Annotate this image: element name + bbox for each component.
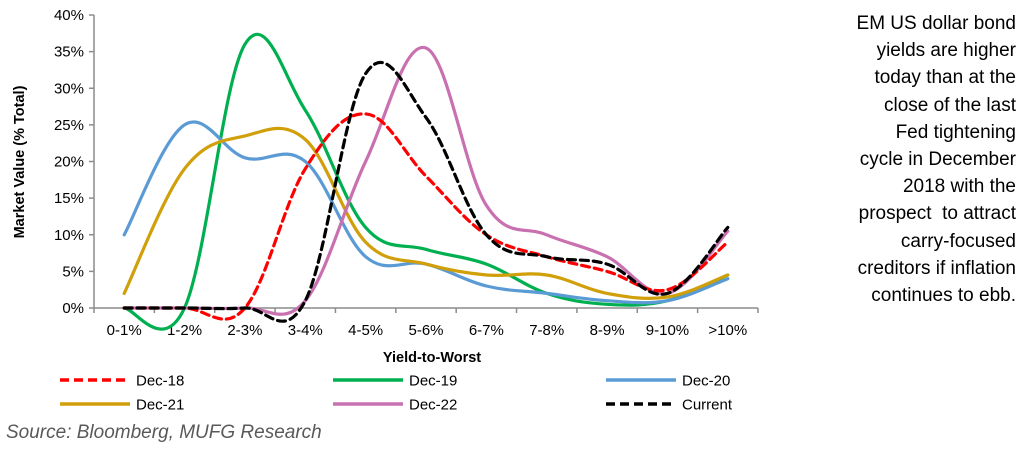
commentary-line: yields are higher <box>876 40 1016 62</box>
legend-label: Dec-22 <box>409 397 457 414</box>
yield-distribution-chart: Market Value (% Total) 0% 5% 10% 15% 20% 25% 3… <box>12 7 759 414</box>
x-axis: 0-1% 1-2% 2-3% 3-4% 4-5% 5-6% 6-7% 7-8% 8-9% 9-10… <box>93 307 759 339</box>
y-tick-label: 5% <box>62 263 84 280</box>
legend-item-dec-19: Dec-19 <box>333 373 457 390</box>
x-tick-label: 9-10% <box>646 322 689 339</box>
series-line-dec-21 <box>122 126 730 300</box>
x-tick-label: 6-7% <box>469 322 504 339</box>
legend-item-dec-20: Dec-20 <box>606 373 730 390</box>
legend-item-dec-22: Dec-22 <box>333 397 457 414</box>
series-line-current <box>122 60 730 323</box>
legend-item-current: Current <box>606 397 733 414</box>
legend: Dec-18 Dec-19 Dec-20 Dec-21 Dec-22 Current <box>60 373 733 414</box>
series-line-dec-19 <box>122 32 730 331</box>
y-tick-label: 15% <box>54 190 84 207</box>
x-tick-label: 7-8% <box>529 322 564 339</box>
x-tick-label: 2-3% <box>227 322 262 339</box>
commentary-line: EM US dollar bond <box>856 13 1016 34</box>
x-tick-label: 5-6% <box>408 322 443 339</box>
legend-label: Dec-18 <box>136 373 184 390</box>
legend-label: Dec-19 <box>409 373 457 390</box>
commentary-line: close of the last <box>883 94 1016 116</box>
legend-label: Dec-20 <box>682 373 730 390</box>
x-tick-label: >10% <box>708 322 747 339</box>
series-line-dec-18 <box>122 112 730 321</box>
y-tick-label: 0% <box>62 300 84 317</box>
y-axis-title: Market Value (% Total) <box>12 85 28 238</box>
series-line-dec-20 <box>122 120 730 305</box>
commentary-line: Fed tightening <box>895 121 1016 143</box>
source-note: Source: Bloomberg, MUFG Research <box>6 422 322 443</box>
legend-label: Current <box>682 397 733 414</box>
commentary-line: carry-focused <box>900 230 1016 252</box>
y-tick-label: 20% <box>54 154 84 171</box>
y-axis: 0% 5% 10% 15% 20% 25% 30% 35% 40% <box>54 7 95 317</box>
x-tick-label: 8-9% <box>590 322 625 339</box>
legend-item-dec-18: Dec-18 <box>60 373 184 390</box>
y-tick-label: 35% <box>54 44 84 61</box>
commentary-text: EM US dollar bond yields are higher today … <box>786 10 1016 309</box>
x-tick-label: 1-2% <box>167 322 202 339</box>
x-tick-label: 3-4% <box>288 322 323 339</box>
x-tick-label: 0-1% <box>107 322 142 339</box>
y-tick-label: 25% <box>54 117 84 134</box>
y-tick-label: 40% <box>54 7 84 24</box>
x-axis-title: Yield-to-Worst <box>383 350 481 366</box>
commentary-line: cycle in December <box>859 149 1016 171</box>
x-tick-label: 4-5% <box>348 322 383 339</box>
y-tick-label: 10% <box>54 227 84 244</box>
commentary-line: today than at the <box>874 67 1016 89</box>
legend-item-dec-21: Dec-21 <box>60 397 184 414</box>
series-lines <box>122 32 730 331</box>
commentary-line: prospect to attract <box>858 203 1016 225</box>
y-tick-label: 30% <box>54 80 84 97</box>
legend-label: Dec-21 <box>136 397 184 414</box>
commentary-line: creditors if inflation <box>857 257 1016 279</box>
commentary-line: 2018 with the <box>902 176 1016 198</box>
commentary-line: continues to ebb. <box>871 285 1016 307</box>
